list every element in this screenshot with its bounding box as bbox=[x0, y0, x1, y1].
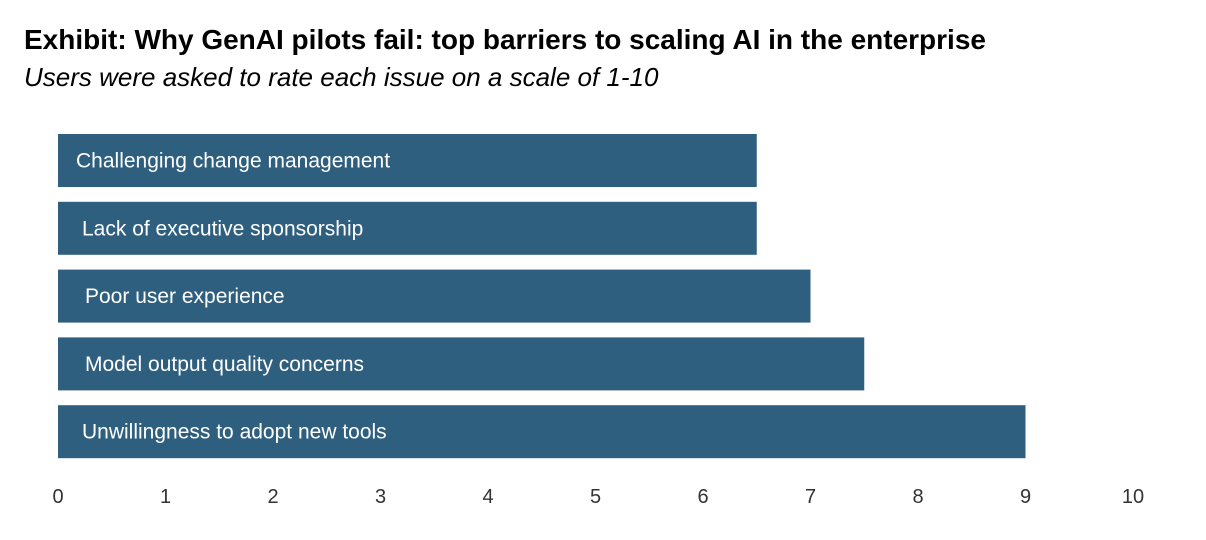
x-tick-label: 6 bbox=[697, 486, 708, 508]
bars-group: Challenging change management Lack of exe… bbox=[58, 134, 1026, 459]
bar-label-5: Unwillingness to adopt new tools bbox=[82, 421, 387, 444]
bar-3 bbox=[58, 269, 811, 323]
bar-5 bbox=[58, 405, 1026, 459]
x-tick-label: 4 bbox=[482, 486, 493, 508]
chart-subtitle: Users were asked to rate each issue on a… bbox=[24, 62, 659, 92]
bar-label-3: Poor user experience bbox=[85, 285, 285, 308]
bar-4 bbox=[58, 337, 865, 391]
bar-1 bbox=[58, 134, 757, 187]
x-tick-label: 7 bbox=[805, 486, 816, 508]
x-tick-label: 0 bbox=[52, 486, 63, 508]
chart-title: Exhibit: Why GenAI pilots fail: top barr… bbox=[24, 24, 986, 55]
x-tick-label: 2 bbox=[267, 486, 278, 508]
x-tick-label: 9 bbox=[1020, 486, 1031, 508]
x-tick-label: 5 bbox=[590, 486, 601, 508]
bar-label-4: Model output quality concerns bbox=[85, 353, 364, 376]
x-tick-label: 3 bbox=[375, 486, 386, 508]
x-tick-label: 1 bbox=[160, 486, 171, 508]
x-tick-label: 8 bbox=[912, 486, 923, 508]
x-tick-label: 10 bbox=[1122, 486, 1144, 508]
bar-2 bbox=[58, 201, 757, 255]
x-axis-ticks: 0 1 2 3 4 5 6 7 8 9 10 bbox=[52, 486, 1144, 508]
bar-label-1: Challenging change management bbox=[76, 150, 390, 173]
bar-label-2: Lack of executive sponsorship bbox=[82, 217, 363, 240]
